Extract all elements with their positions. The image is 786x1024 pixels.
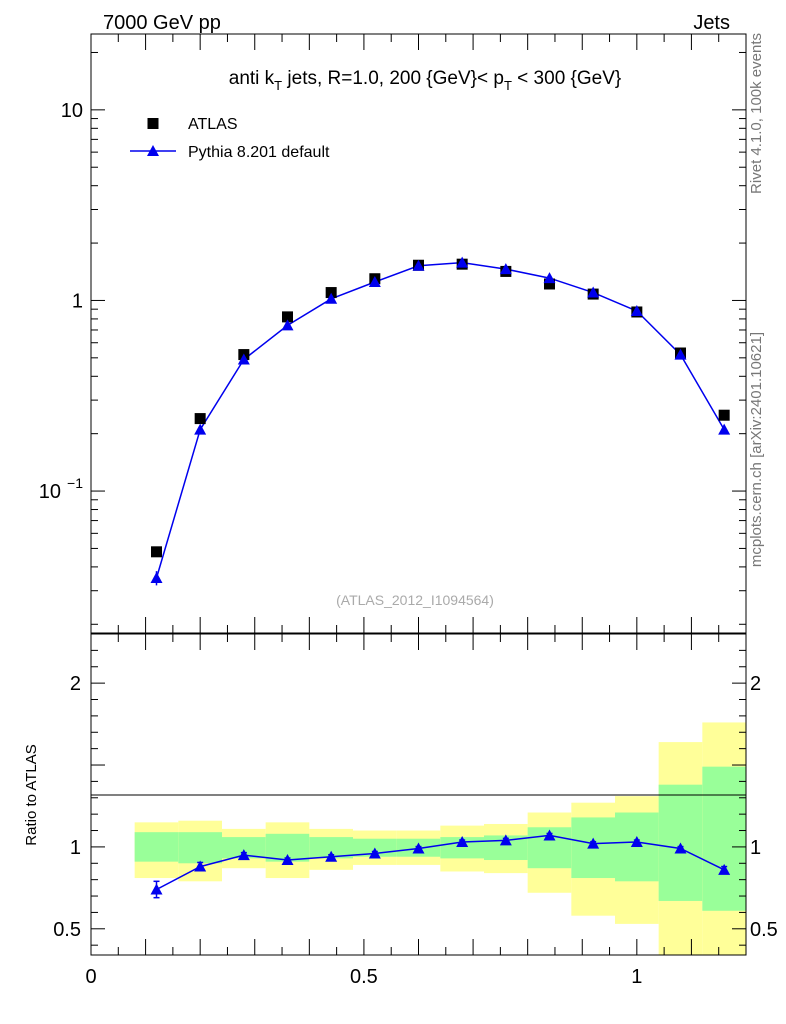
mc-line <box>155 261 725 579</box>
ratio-y-tick-label: 0.5 <box>53 919 81 941</box>
y-tick-label: 10 <box>61 100 83 122</box>
legend-mc-label: Pythia 8.201 default <box>188 144 330 161</box>
syst-band-inner <box>222 837 266 859</box>
mc-point <box>281 319 294 331</box>
syst-band-inner <box>309 837 353 859</box>
mc-point <box>718 423 731 435</box>
atlas-point <box>718 409 730 421</box>
legend-atlas-marker <box>147 118 159 129</box>
ratio-point <box>456 835 469 847</box>
y-tick-label: 10 <box>39 481 61 503</box>
ratio-point <box>674 842 687 854</box>
main-title: anti kT jets, R=1.0, 200 {GeV}< pT < 300… <box>229 68 622 93</box>
mc-point <box>325 292 338 304</box>
ratio-point <box>718 863 731 875</box>
x-tick-label: 0.5 <box>350 966 378 988</box>
syst-band-inner <box>134 832 179 862</box>
syst-band-inner <box>178 832 222 864</box>
ratio-point <box>194 860 207 872</box>
y-tick-exponent: −1 <box>67 475 83 491</box>
syst-band-inner <box>702 766 746 911</box>
atlas-point <box>282 311 293 323</box>
analysis-watermark: (ATLAS_2012_I1094564) <box>336 592 494 608</box>
mc-point <box>368 275 381 287</box>
ratio-point <box>587 837 600 849</box>
ratio-point <box>325 850 338 862</box>
atlas-point <box>544 278 555 290</box>
ratio-y-tick-label-right: 0.5 <box>750 919 778 941</box>
mc-point <box>237 353 250 365</box>
ratio-y-tick-label-right: 1 <box>750 837 761 859</box>
rivet-label: Rivet 4.1.0, 100k events <box>748 33 765 194</box>
mc-point <box>587 286 600 298</box>
syst-band-inner <box>440 837 484 859</box>
mc-point <box>674 348 687 360</box>
legend-atlas-label: ATLAS <box>188 116 238 133</box>
ratio-point <box>237 849 250 861</box>
ratio-y-tick-label: 1 <box>70 837 81 859</box>
atlas-point <box>325 287 337 299</box>
ratio-panel-axes: 2 2 1 1 0.5 0.5 0 0.5 1 <box>53 633 778 988</box>
mc-point <box>456 256 469 268</box>
ratio-point <box>499 834 512 846</box>
ratio-y-tick-label: 2 <box>70 673 81 695</box>
ratio-line <box>156 834 725 891</box>
mc-point <box>630 305 643 317</box>
ratio-point <box>281 854 294 866</box>
mcplots-label: mcplots.cern.ch [arXiv:2401.10621] <box>748 332 765 567</box>
ratio-point <box>543 829 556 841</box>
header-right: Jets <box>693 12 730 34</box>
header-left: 7000 GeV pp <box>103 12 221 34</box>
y-tick-label: 1 <box>72 290 83 312</box>
x-tick-label: 0 <box>85 966 96 988</box>
ratio-point <box>412 842 425 854</box>
main-panel-data <box>150 256 731 586</box>
ratio-bands <box>134 722 746 955</box>
atlas-point <box>151 546 162 558</box>
mc-point <box>543 272 556 284</box>
x-tick-label: 1 <box>631 966 642 988</box>
mc-point <box>499 263 512 275</box>
legend-mc-marker <box>147 145 159 156</box>
ratio-point <box>630 835 643 847</box>
ratio-point <box>368 847 381 859</box>
ratio-panel-data <box>150 829 731 899</box>
mc-point <box>412 259 425 271</box>
atlas-point <box>194 413 206 425</box>
mc-point <box>150 571 163 583</box>
legend: ATLAS Pythia 8.201 default <box>130 116 330 161</box>
mc-point <box>194 423 207 435</box>
main-panel-axes: 10 1 10 −1 <box>39 33 747 634</box>
ratio-ylabel: Ratio to ATLAS <box>23 744 40 845</box>
ratio-point <box>150 883 163 895</box>
ratio-y-tick-label-right: 2 <box>750 673 761 695</box>
